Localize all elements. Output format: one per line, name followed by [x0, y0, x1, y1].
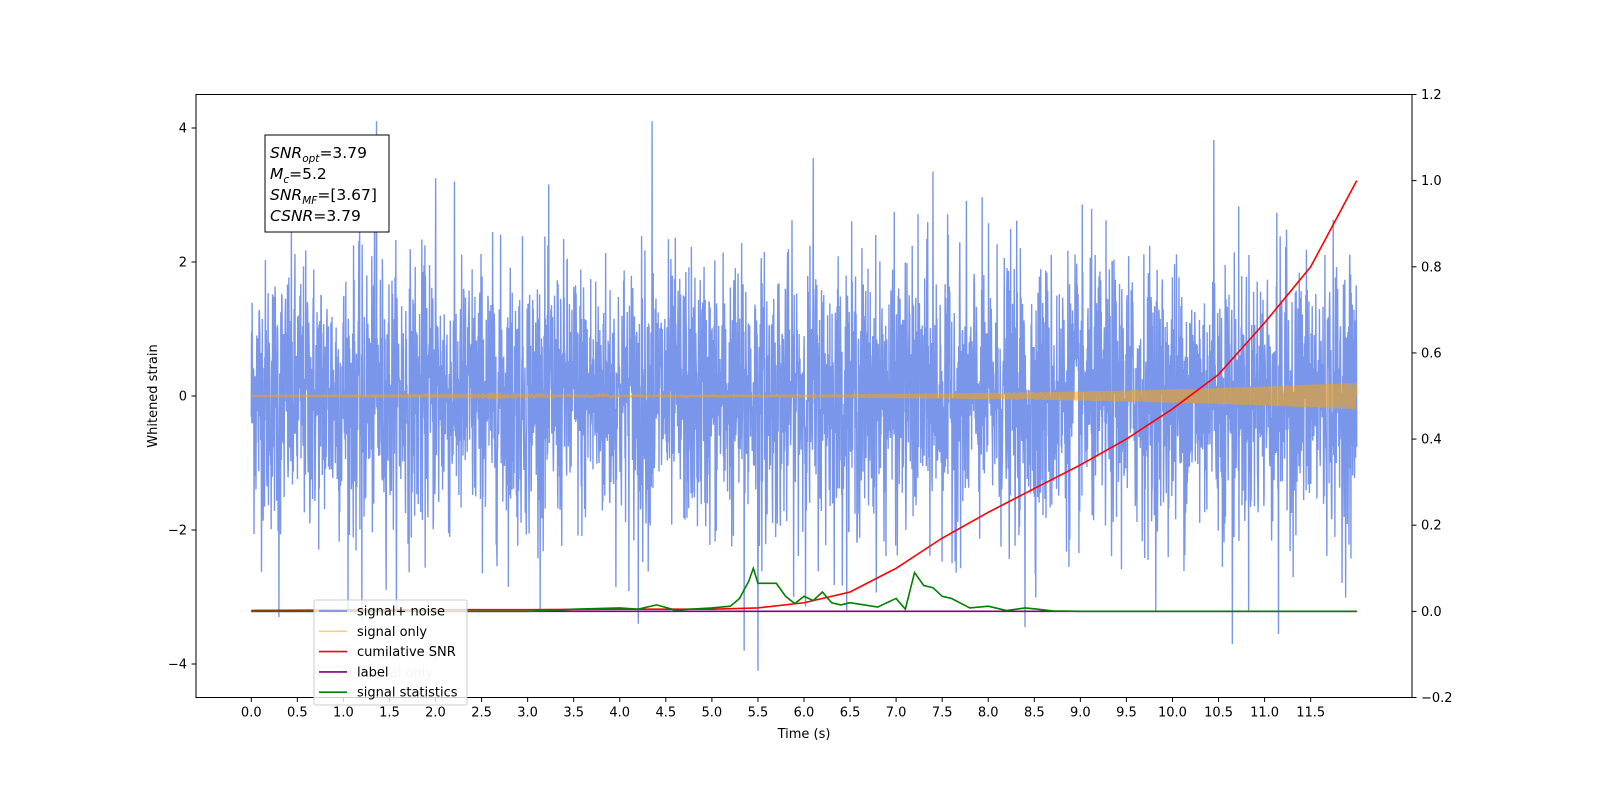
x-tick-label: 4.0 [609, 706, 630, 721]
annotation-symbol: SNR [270, 186, 302, 204]
y-tick-label: 4 [179, 122, 187, 137]
y2-tick-label: 0.0 [1421, 605, 1442, 620]
x-tick-label: 2.0 [425, 706, 446, 721]
annotation-symbol: CSNR [270, 207, 313, 225]
y-tick-label: 0 [179, 390, 187, 405]
annotation-value: =[3.67] [317, 186, 377, 204]
x-tick-label: 8.0 [978, 706, 999, 721]
x-tick-label: 9.5 [1116, 706, 1137, 721]
x-tick-label: 4.5 [655, 706, 676, 721]
y2-tick-label: 1.2 [1421, 88, 1442, 103]
legend-frame [313, 599, 468, 706]
x-tick-label: 2.5 [471, 706, 492, 721]
x-tick-label: 11.5 [1296, 706, 1325, 721]
y2-tick-label: 0.4 [1421, 433, 1442, 448]
annotation-line: CSNR=3.79 [270, 207, 361, 225]
x-tick-label: 0.0 [241, 706, 262, 721]
legend-entry-label: label [357, 665, 388, 680]
x-tick-label: 1.0 [333, 706, 354, 721]
annotation-value: =5.2 [289, 165, 327, 183]
y2-tick-label: 0.6 [1421, 346, 1442, 361]
y-tick-label: −2 [168, 524, 187, 539]
series-signal-only [250, 381, 1358, 412]
legend-entry-label: signal only [357, 625, 427, 640]
x-tick-label: 7.0 [886, 706, 907, 721]
x-tick-label: 3.0 [517, 706, 538, 721]
series-cumilative-snr [251, 180, 1358, 612]
y2-tick-label: 0.8 [1421, 260, 1442, 275]
annotation-line: SNRMF=[3.67] [270, 186, 377, 207]
annotation-value: =3.79 [313, 207, 361, 225]
series-signal-noise [250, 121, 1358, 671]
annotation-subscript: MF [302, 195, 318, 207]
x-tick-label: 8.5 [1024, 706, 1045, 721]
x-tick-label: 9.0 [1070, 706, 1091, 721]
x-tick-label: 0.5 [287, 706, 308, 721]
x-axis-label: Time (s) [777, 727, 831, 742]
y-axis-label: Whitened strain [146, 344, 161, 447]
y2-tick-label: 1.0 [1421, 174, 1442, 189]
x-tick-label: 10.5 [1204, 706, 1233, 721]
x-tick-label: 11.0 [1250, 706, 1279, 721]
x-tick-label: 5.0 [702, 706, 723, 721]
x-tick-label: 1.5 [379, 706, 400, 721]
x-tick-label: 6.0 [794, 706, 815, 721]
annotation-symbol: M [270, 165, 283, 183]
x-tick-label: 7.5 [932, 706, 953, 721]
plot-layer [250, 121, 1358, 671]
legend: signal onlylabel onlysignal+ noisesignal… [313, 599, 468, 706]
annotation-box-frame [264, 134, 390, 233]
annotation-value: =3.79 [319, 144, 367, 162]
annotation-subscript: opt [302, 153, 320, 165]
series-signal-statistics [251, 565, 1357, 613]
annotation-line: Mc=5.2 [270, 165, 327, 186]
legend-entry-label: cumilative SNR [357, 645, 456, 660]
annotation-line: SNRopt=3.79 [270, 144, 367, 165]
x-tick-label: 6.5 [840, 706, 861, 721]
legend-entry-label: signal statistics [357, 686, 458, 701]
y-tick-label: 2 [179, 256, 187, 271]
y2-tick-label: 0.2 [1421, 519, 1442, 534]
annotation-subscript: c [283, 174, 289, 186]
x-tick-label: 3.5 [563, 706, 584, 721]
x-tick-label: 5.5 [748, 706, 769, 721]
x-tick-label: 10.0 [1158, 706, 1187, 721]
y2-tick-label: −0.2 [1421, 691, 1453, 706]
ticks-layer: 0.0 0.5 1.0 1.5 2.0 2.5 3.0 3.5 4.0 4.5 5.0 5.5 6.0 6… [168, 88, 1453, 721]
y-tick-label: −4 [168, 658, 187, 673]
legend-entry-label: signal+ noise [357, 605, 445, 620]
annotation-symbol: SNR [270, 144, 302, 162]
